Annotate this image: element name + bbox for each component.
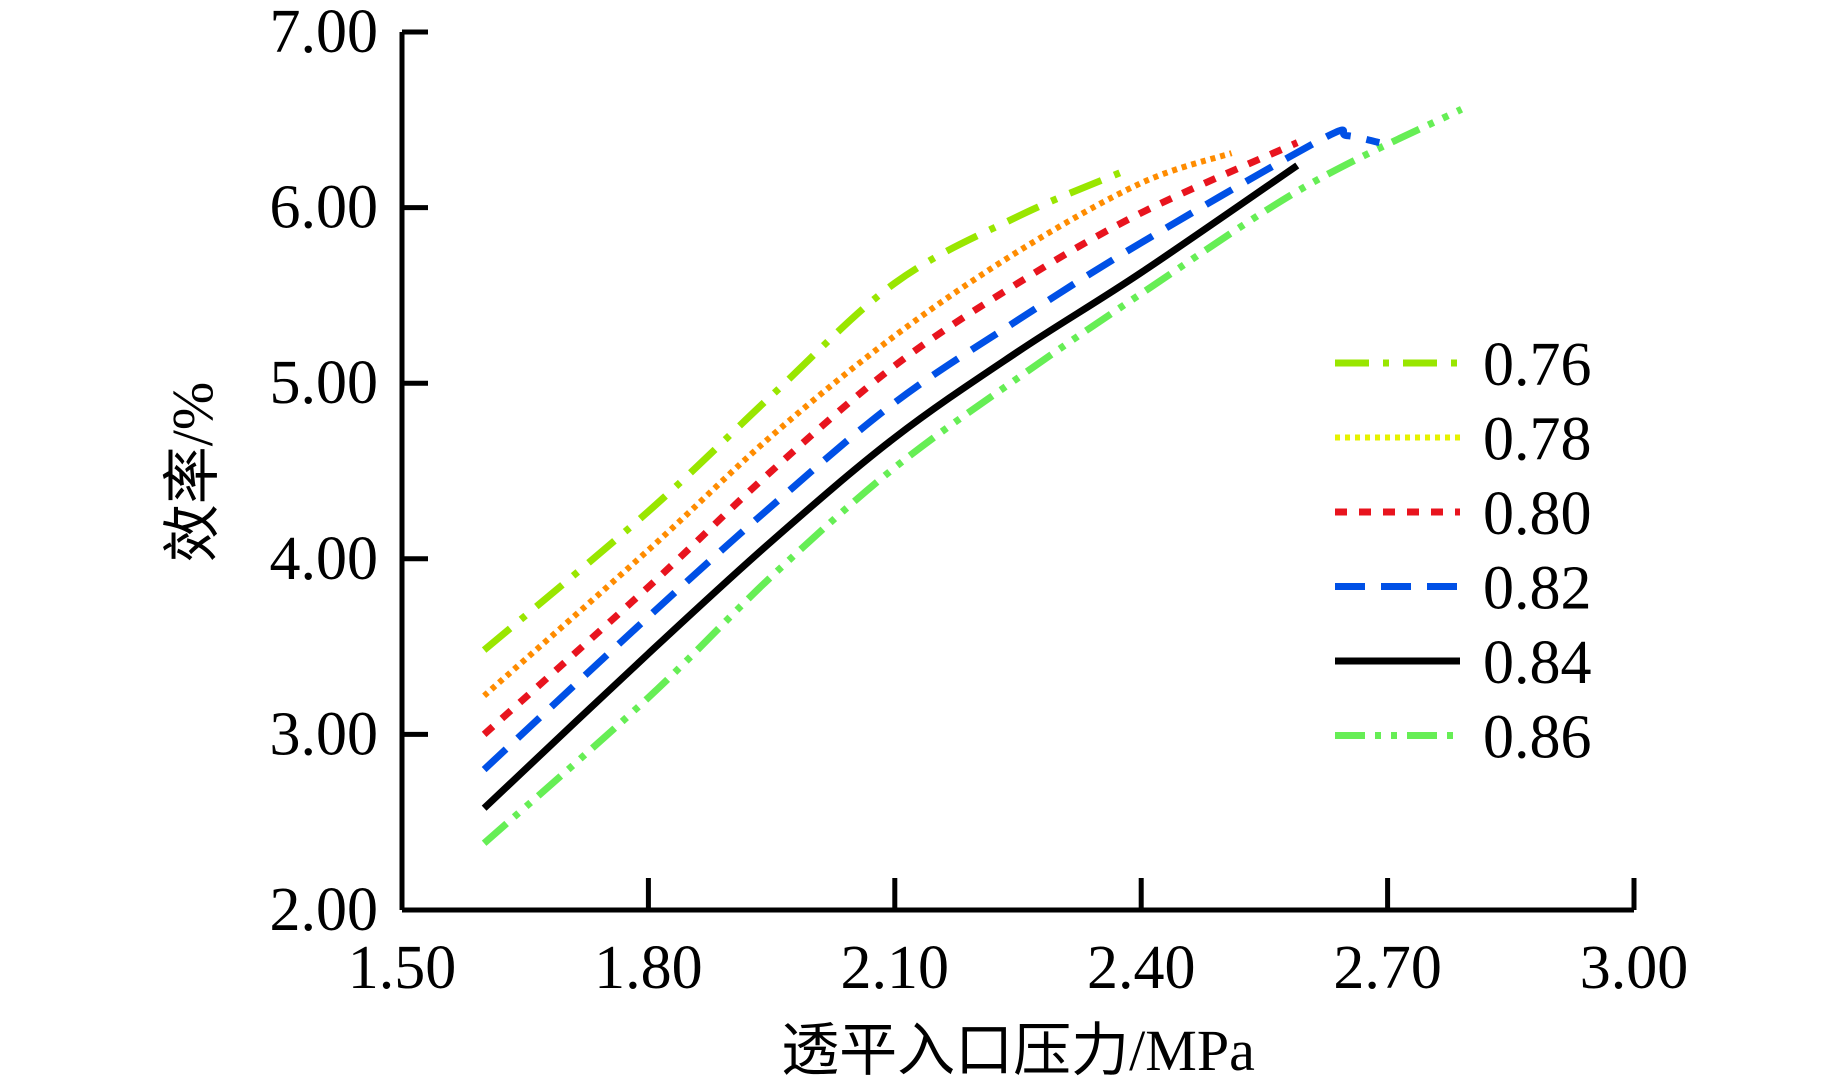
series-line-0-78: [482, 150, 1233, 699]
series-line-0-80: [481, 139, 1299, 738]
y-axis-label: 效率/%: [160, 382, 225, 562]
x-tick-label: 2.40: [1087, 934, 1196, 1002]
y-tick-label: 2.00: [270, 876, 379, 944]
series-line-0-84: [481, 162, 1300, 811]
y-tick-label: 4.00: [270, 525, 379, 593]
y-tick-label: 6.00: [270, 174, 379, 242]
legend-label: 0.86: [1483, 704, 1592, 772]
x-axis-label: 透平入口压力/MPa: [781, 1018, 1255, 1082]
x-tick-label: 2.70: [1333, 934, 1442, 1002]
series-line-0-82: [481, 126, 1381, 773]
axes: 1.50 1.80 2.10 2.40 2.70 3.00 2.00 3.00 4.00 5.00…: [270, 0, 1689, 1002]
y-tick-label: 7.00: [270, 0, 379, 66]
y-tick-label: 3.00: [270, 700, 379, 768]
legend-label: 0.76: [1483, 331, 1592, 399]
series-layer: [481, 106, 1464, 846]
x-tick-label: 1.80: [594, 934, 703, 1002]
series-line-0-76: [481, 169, 1123, 653]
x-tick-label: 1.50: [348, 934, 457, 1002]
x-tick-label: 2.10: [841, 934, 950, 1002]
x-tick-label: 3.00: [1580, 934, 1689, 1002]
legend-label: 0.78: [1483, 406, 1592, 474]
series-line-0-86: [481, 106, 1464, 846]
legend-label: 0.82: [1483, 555, 1592, 623]
legend-label: 0.84: [1483, 629, 1592, 697]
legend-label: 0.80: [1483, 480, 1592, 548]
legend: 0.76 0.780.80 0.820.84 0.86: [1335, 331, 1592, 772]
y-tick-label: 5.00: [270, 349, 379, 417]
